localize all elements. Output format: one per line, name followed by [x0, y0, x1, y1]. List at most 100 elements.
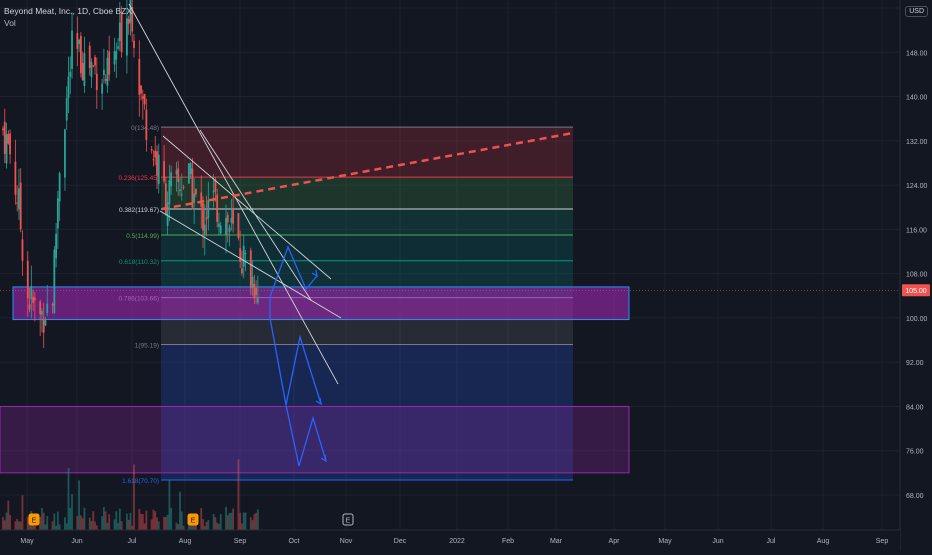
earnings-marker[interactable]: [28, 513, 40, 526]
candle-body: [150, 149, 153, 151]
candle-body: [95, 73, 98, 91]
candle-body: [3, 121, 6, 154]
candle-body: [256, 297, 259, 303]
volume-bar: [76, 515, 79, 530]
candle-body: [226, 214, 229, 223]
volume-bar: [219, 514, 222, 530]
volume-bar: [127, 519, 130, 530]
trendline: [199, 129, 312, 301]
candle-body: [71, 30, 73, 69]
candle-body: [156, 151, 158, 176]
volume-bar: [170, 507, 173, 530]
volume-bar: [242, 512, 245, 530]
trendline: [162, 135, 332, 280]
volume-bar: [253, 514, 256, 530]
candle-body: [18, 188, 20, 210]
time-tick-label: Apr: [609, 538, 621, 545]
candle-body: [200, 192, 203, 207]
volume-bar: [92, 511, 95, 530]
volume-bar: [42, 512, 45, 530]
candle-body: [2, 128, 4, 131]
candle-body: [26, 260, 29, 299]
candle-body: [64, 129, 66, 178]
volume-bar: [55, 525, 57, 530]
candle-body: [19, 182, 22, 230]
candle-body: [117, 46, 119, 49]
time-tick-label: May: [658, 538, 672, 545]
candle-body: [187, 163, 190, 184]
candle-body: [212, 190, 215, 193]
candle-body: [90, 61, 93, 78]
fib-level-label: 0(134.48): [131, 125, 159, 132]
candle-body: [133, 40, 135, 48]
price-tick-label: 100.00: [906, 316, 928, 323]
candle-body: [207, 199, 210, 219]
candle-body: [168, 180, 171, 205]
volume-bar: [150, 519, 153, 530]
candle-body: [179, 189, 181, 191]
volume-bar: [232, 508, 234, 530]
volume-bar: [3, 520, 6, 530]
candle-body: [230, 217, 233, 223]
volume-bar: [46, 516, 49, 530]
volume-bar: [251, 520, 254, 530]
volume-bar: [26, 516, 29, 530]
arrow-head: [311, 269, 318, 278]
candle-body: [249, 250, 252, 289]
volume-bar: [106, 522, 109, 530]
price-tick-label: 140.00: [906, 95, 928, 102]
volume-bar: [239, 512, 242, 530]
earnings-marker[interactable]: [342, 513, 354, 526]
earnings-marker-label: E: [346, 518, 351, 525]
projection-path: [285, 404, 327, 467]
candle-body: [51, 303, 54, 306]
candle-body: [239, 248, 242, 262]
volume-bar: [218, 523, 220, 530]
volume-bar: [95, 525, 98, 530]
candle-body: [16, 202, 19, 204]
candle-body: [214, 179, 217, 192]
volume-bar: [255, 512, 258, 530]
volume-bar: [133, 464, 135, 530]
candle-body: [163, 161, 165, 182]
candle-body: [255, 288, 258, 295]
candle-body: [69, 71, 72, 77]
volume-bar: [21, 495, 24, 530]
candle-body: [44, 320, 47, 326]
candle-body: [145, 109, 148, 140]
volume-bar: [65, 523, 68, 530]
price-tick-label: 92.00: [906, 360, 924, 367]
currency-button[interactable]: USD: [905, 6, 928, 17]
candle-body: [141, 96, 144, 99]
volume-bar: [90, 520, 93, 530]
candle-body: [32, 296, 34, 303]
time-tick-label: Sep: [234, 538, 247, 545]
volume-bar: [19, 521, 22, 530]
candle-body: [83, 53, 86, 87]
volume-bar: [143, 523, 146, 530]
volume-bar: [157, 521, 160, 530]
fib-band: [161, 127, 573, 178]
volume-bar: [154, 511, 157, 530]
candle-body: [118, 22, 121, 41]
candle-body: [157, 154, 160, 185]
volume-bar: [94, 521, 96, 530]
volume-bar: [115, 511, 118, 530]
candle-body: [180, 194, 183, 196]
candle-body: [170, 172, 173, 187]
volume-bar: [39, 516, 42, 530]
fib-level-label: 1(95.19): [135, 343, 159, 350]
candle-body: [203, 224, 206, 235]
time-tick-label: Aug: [179, 538, 192, 545]
candle-body: [129, 0, 132, 23]
candle-body: [92, 65, 95, 67]
volume-bar: [203, 525, 206, 530]
candle-body: [177, 168, 180, 182]
earnings-marker[interactable]: [187, 513, 199, 526]
candle-body: [55, 233, 57, 259]
candle-body: [28, 304, 31, 310]
trendline: [159, 210, 342, 319]
volume-bar: [69, 507, 72, 530]
